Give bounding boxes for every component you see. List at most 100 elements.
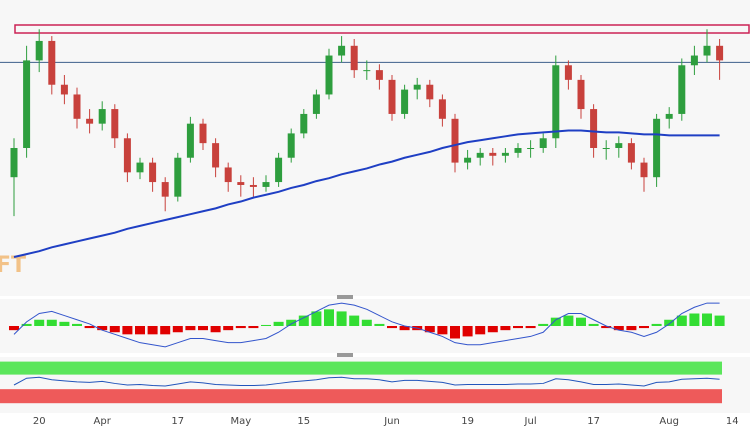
candle-body	[224, 167, 232, 183]
x-tick-label: Jul	[524, 416, 537, 427]
x-tick-label: 19	[461, 416, 474, 427]
histogram-bar	[500, 326, 511, 331]
x-tick-label: 17	[171, 416, 184, 427]
x-tick-label: 15	[297, 416, 310, 427]
x-tick-label: Aug	[659, 416, 679, 427]
histogram-bar	[9, 326, 19, 331]
histogram-bar	[550, 317, 561, 326]
candle-body	[438, 99, 446, 119]
candle-body	[35, 40, 43, 61]
candle-body	[527, 148, 535, 149]
candle-body	[186, 123, 194, 158]
x-tick-label: May	[230, 416, 251, 427]
candle-body	[401, 89, 409, 114]
histogram-bar	[72, 323, 82, 326]
candle-body	[111, 109, 119, 139]
x-tick-label: Jun	[383, 416, 400, 427]
candle-body	[10, 148, 18, 178]
histogram-bar	[664, 319, 675, 326]
candle-body	[325, 55, 333, 95]
histogram-bar	[46, 319, 57, 326]
histogram-bar	[336, 311, 347, 326]
candle-body	[690, 55, 698, 66]
histogram-bar	[84, 326, 95, 329]
histogram-bar	[109, 326, 120, 333]
histogram-bar	[21, 323, 32, 326]
x-tick-label: 14	[726, 416, 739, 427]
histogram-bar	[160, 326, 171, 335]
histogram-bar	[349, 315, 360, 326]
histogram-bar	[475, 326, 486, 335]
histogram-bar	[122, 326, 133, 335]
rsi-band	[0, 389, 722, 404]
candle-body	[501, 152, 509, 156]
histogram-bar	[59, 321, 70, 326]
histogram-bar	[689, 313, 700, 326]
histogram-bar	[387, 326, 397, 329]
candle-body	[665, 113, 673, 119]
candle-body	[275, 157, 283, 183]
rsi-band	[0, 361, 722, 375]
resize-handle[interactable]	[337, 353, 353, 357]
histogram-bar	[437, 326, 448, 335]
histogram-bar	[399, 326, 410, 331]
candle-body	[602, 148, 610, 149]
candle-body	[86, 118, 94, 124]
resize-handle[interactable]	[337, 295, 353, 299]
histogram-bar	[626, 326, 637, 331]
macd-line	[13, 302, 720, 348]
histogram-bar	[261, 324, 271, 326]
candle-body	[249, 184, 257, 187]
candle-body	[23, 60, 31, 148]
histogram-bar	[374, 323, 385, 326]
candle-body	[552, 65, 560, 139]
histogram-bar	[513, 326, 523, 329]
x-tick-label: Apr	[94, 416, 112, 427]
histogram-bar	[361, 319, 372, 326]
moving-average	[13, 129, 720, 258]
watermark: FT	[0, 253, 26, 278]
candle-body	[48, 40, 56, 85]
histogram-bar	[563, 315, 574, 326]
histogram-bar	[613, 326, 624, 331]
candle-body	[451, 118, 459, 163]
histogram-bar	[576, 317, 586, 326]
candle-body	[564, 65, 572, 80]
candle-body	[287, 133, 295, 158]
candle-body	[262, 182, 270, 187]
histogram-bar	[286, 319, 297, 326]
histogram-bar	[298, 315, 309, 326]
candle-body	[60, 84, 68, 95]
candle-body	[363, 70, 371, 72]
candle-body	[476, 152, 484, 158]
candle-body	[615, 143, 623, 148]
candle-body	[123, 138, 131, 173]
histogram-bar	[135, 326, 145, 335]
candle-body	[375, 70, 383, 80]
candle-body	[426, 84, 434, 100]
candle-body	[98, 109, 106, 124]
histogram-bar	[248, 326, 259, 329]
histogram-bar	[185, 326, 196, 331]
candle-body	[161, 182, 169, 197]
histogram-bar	[97, 326, 108, 331]
histogram-bar	[651, 323, 662, 326]
candle-body	[640, 162, 648, 178]
histogram-bar	[172, 326, 183, 333]
candle-body	[590, 109, 598, 148]
main-panel	[0, 0, 750, 296]
candle-body	[413, 84, 421, 90]
histogram-bar	[450, 326, 460, 339]
histogram-bar	[311, 311, 322, 326]
histogram-bar	[639, 326, 649, 329]
x-tick-label: 20	[33, 416, 46, 427]
candle-body	[136, 162, 144, 173]
candle-body	[703, 45, 711, 56]
candle-body	[149, 162, 157, 183]
histogram-bar	[538, 323, 549, 326]
histogram-bar	[525, 326, 536, 329]
candle-body	[489, 152, 497, 156]
candle-body	[514, 148, 522, 153]
candle-body	[174, 157, 182, 197]
